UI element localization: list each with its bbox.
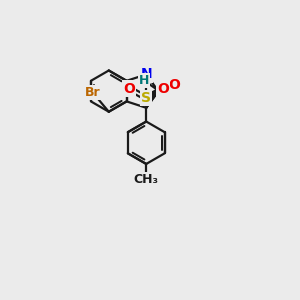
Text: O: O — [123, 82, 135, 96]
Text: O: O — [158, 82, 169, 96]
Text: H: H — [139, 74, 149, 87]
Text: CH₃: CH₃ — [134, 173, 159, 186]
Text: O: O — [169, 78, 180, 92]
Text: Br: Br — [85, 86, 100, 99]
Text: N: N — [140, 68, 152, 81]
Text: S: S — [141, 91, 151, 105]
